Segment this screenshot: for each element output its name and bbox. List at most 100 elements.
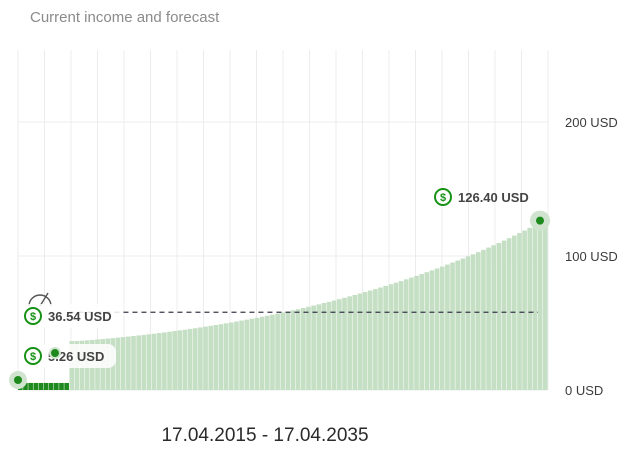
bar xyxy=(172,331,178,390)
bar xyxy=(270,314,275,390)
bar xyxy=(439,266,445,390)
bar xyxy=(156,333,162,390)
bar xyxy=(187,328,193,390)
chart-title: Current income and forecast xyxy=(30,9,220,26)
y-tick-label: 200 USD xyxy=(565,115,618,130)
bar xyxy=(295,309,301,390)
bar xyxy=(398,281,404,390)
target-dot xyxy=(51,349,59,358)
current-income-value: 5.26 USD xyxy=(48,349,104,364)
dollar-icon: $ xyxy=(24,347,42,365)
bar xyxy=(234,321,239,390)
bar xyxy=(501,240,507,390)
target-value: 36.54 USD xyxy=(48,309,112,324)
bar xyxy=(203,326,208,390)
markers: $5.26 USD $ 36.54 USD $ 126.40 USD xyxy=(9,188,550,389)
bar xyxy=(198,327,203,390)
svg-text:$: $ xyxy=(30,351,36,363)
bar xyxy=(367,290,373,390)
value-label-pill xyxy=(22,344,116,368)
bar xyxy=(192,328,198,390)
bar xyxy=(218,324,224,390)
forecast-end-value: 126.40 USD xyxy=(458,190,529,205)
bar xyxy=(403,279,409,390)
bar xyxy=(239,320,244,390)
bar xyxy=(146,334,152,390)
bar xyxy=(496,243,502,390)
bar xyxy=(280,312,286,390)
bar xyxy=(419,274,425,390)
bar xyxy=(48,382,54,390)
date-range-label: 17.04.2015 - 17.04.2035 xyxy=(161,425,369,446)
bar xyxy=(321,303,327,390)
bar xyxy=(316,304,322,390)
bar xyxy=(481,249,486,390)
bar xyxy=(347,296,352,390)
bar xyxy=(249,318,255,390)
bar xyxy=(115,337,121,390)
bar xyxy=(131,336,136,390)
svg-text:$: $ xyxy=(30,311,36,323)
bar xyxy=(409,277,414,390)
bar xyxy=(208,325,214,390)
bar xyxy=(465,256,471,390)
bar xyxy=(460,258,466,390)
bar xyxy=(259,316,265,390)
bar xyxy=(450,262,455,390)
bar xyxy=(532,225,538,390)
bar xyxy=(393,282,399,390)
bar xyxy=(491,245,497,390)
current-income-dot xyxy=(14,376,22,384)
bar xyxy=(362,292,368,390)
bar xyxy=(537,222,543,390)
bar xyxy=(434,268,440,390)
bar xyxy=(506,238,512,390)
bar xyxy=(388,284,394,390)
bar xyxy=(470,254,476,390)
bar xyxy=(326,301,332,390)
bar xyxy=(331,300,337,390)
bar xyxy=(475,252,481,390)
bar xyxy=(414,275,419,390)
bar xyxy=(254,317,260,390)
bar xyxy=(228,322,234,390)
bar xyxy=(445,264,450,390)
bar xyxy=(373,289,378,390)
bar xyxy=(213,325,219,390)
bar xyxy=(424,272,430,390)
bar xyxy=(23,382,28,390)
bar xyxy=(378,287,383,390)
forecast-end-dot xyxy=(536,216,544,225)
bar xyxy=(264,315,270,390)
bar xyxy=(136,335,141,390)
bar xyxy=(455,260,461,390)
bar xyxy=(126,336,131,390)
bar xyxy=(342,297,347,390)
gauge-icon xyxy=(28,292,52,307)
bar xyxy=(167,331,172,390)
bar xyxy=(43,382,49,390)
y-tick-label: 0 USD xyxy=(565,383,603,398)
bar xyxy=(177,330,183,390)
bar xyxy=(182,329,188,390)
bar xyxy=(486,247,491,390)
bar xyxy=(429,270,435,390)
bar xyxy=(383,285,388,390)
bar xyxy=(28,382,33,390)
bar xyxy=(527,227,533,390)
bar xyxy=(290,310,296,390)
y-axis: 0 USD 100 USD 200 USD xyxy=(565,115,618,398)
bar xyxy=(59,382,64,390)
bar xyxy=(244,319,250,390)
bar xyxy=(542,220,548,390)
bar xyxy=(306,306,311,390)
dollar-icon: $ xyxy=(24,307,42,325)
svg-text:$: $ xyxy=(440,192,446,204)
bar xyxy=(33,382,39,390)
value-label-pill xyxy=(22,304,122,328)
bar xyxy=(64,382,69,390)
y-tick-label: 100 USD xyxy=(565,249,618,264)
bar xyxy=(141,334,147,390)
dollar-icon: $ xyxy=(434,188,452,206)
